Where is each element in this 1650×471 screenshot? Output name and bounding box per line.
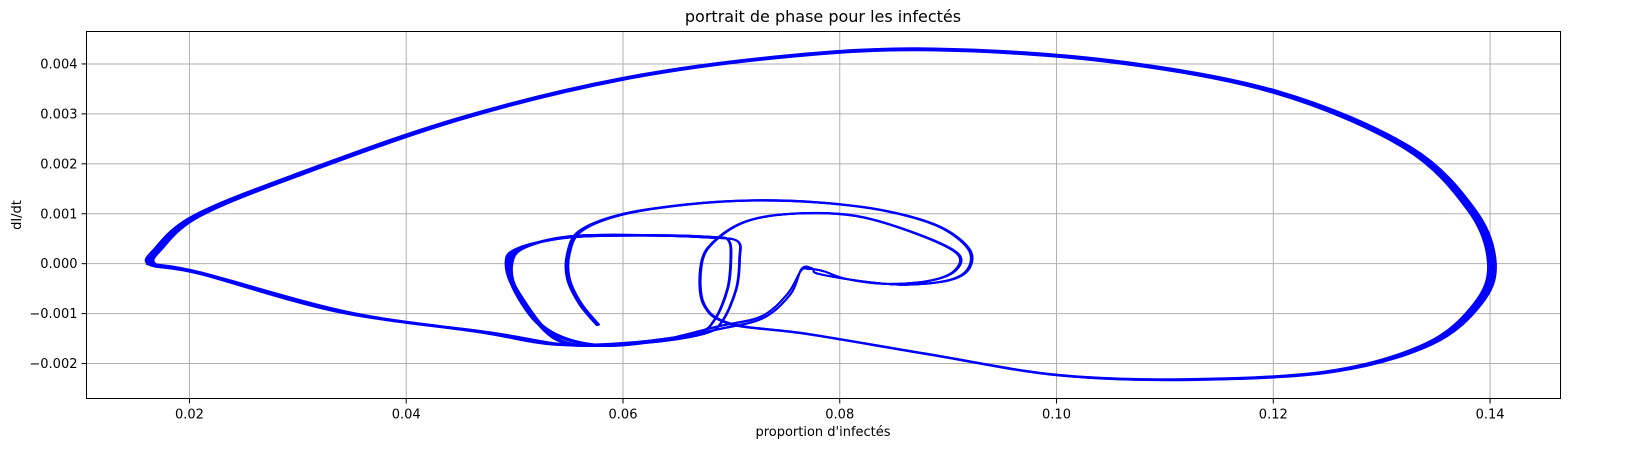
trajectory-line — [144, 47, 1497, 382]
x-tick-label: 0.04 — [392, 408, 421, 423]
y-axis: −0.002 −0.001 0.000 0.001 0.002 0.003 0.004 — [29, 57, 87, 372]
x-axis-label: proportion d'infectés — [755, 425, 890, 440]
x-tick-label: 0.02 — [175, 408, 204, 423]
y-tick-label: −0.001 — [29, 307, 77, 322]
y-tick-label: 0.004 — [40, 57, 77, 72]
x-tick-label: 0.14 — [1476, 408, 1505, 423]
y-tick-label: −0.002 — [29, 357, 77, 372]
trajectory-line — [152, 49, 1489, 381]
y-tick-label: 0.000 — [40, 257, 77, 272]
x-tick-label: 0.06 — [609, 408, 638, 423]
x-tick-label: 0.10 — [1042, 408, 1071, 423]
y-tick-label: 0.003 — [40, 107, 77, 122]
x-tick-label: 0.12 — [1259, 408, 1288, 423]
x-tick-label: 0.08 — [825, 408, 854, 423]
chart-title: portrait de phase pour les infectés — [685, 7, 961, 26]
y-axis-label: dI/dt — [10, 200, 25, 230]
y-tick-label: 0.001 — [40, 207, 77, 222]
grid — [86, 31, 1561, 399]
y-tick-label: 0.002 — [40, 157, 77, 172]
plot-area — [144, 47, 1497, 382]
axes-frame — [86, 31, 1561, 399]
trajectory-line — [151, 49, 1491, 381]
x-axis: 0.02 0.04 0.06 0.08 0.10 0.12 0.14 — [175, 398, 1505, 423]
